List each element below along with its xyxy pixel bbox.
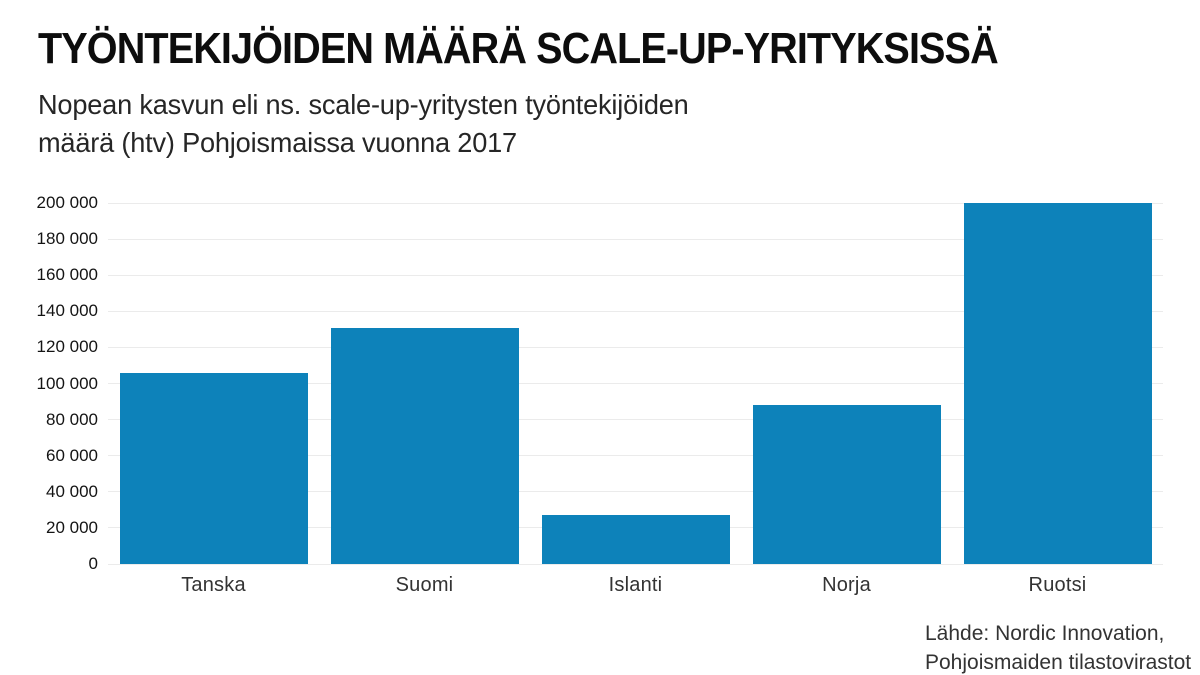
y-axis-tick-label: 200 000 bbox=[36, 193, 98, 212]
chart-subtitle-line2: määrä (htv) Pohjoismaissa vuonna 2017 bbox=[38, 127, 517, 158]
x-axis-category-label-norja: Norja bbox=[822, 574, 871, 596]
gridline-y-100000 bbox=[108, 383, 1163, 384]
gridline-y-0 bbox=[108, 563, 1163, 565]
source-note: Lähde: Nordic Innovation, Pohjoismaiden … bbox=[925, 619, 1191, 675]
y-axis-tick-label: 0 bbox=[88, 554, 98, 573]
y-axis-tick-label: 80 000 bbox=[46, 409, 98, 429]
x-axis-category-label-ruotsi: Ruotsi bbox=[1028, 574, 1087, 596]
y-axis-tick-label: 60 000 bbox=[46, 445, 98, 465]
gridline-y-140000 bbox=[108, 310, 1163, 312]
bar-ruotsi bbox=[963, 203, 1152, 564]
chart-subtitle: Nopean kasvun eli ns. scale-up-yritysten… bbox=[38, 86, 689, 162]
bar-suomi bbox=[330, 327, 519, 564]
x-axis-category-label-islanti: Islanti bbox=[608, 574, 663, 596]
y-axis-tick-label: 20 000 bbox=[46, 517, 98, 537]
gridline-y-180000 bbox=[108, 238, 1163, 240]
gridline-y-60000 bbox=[108, 455, 1163, 457]
bar-norja bbox=[752, 405, 941, 564]
y-axis-tick-label: 40 000 bbox=[46, 481, 98, 501]
chart-title: TYÖNTEKIJÖIDEN MÄÄRÄ SCALE-UP-YRITYKSISS… bbox=[38, 24, 999, 73]
x-axis-category-label-tanska: Tanska bbox=[181, 574, 246, 596]
y-axis-tick-label: 180 000 bbox=[36, 229, 98, 249]
y-axis-tick-label: 120 000 bbox=[36, 337, 98, 357]
source-note-line2: Pohjoismaiden tilastovirastot bbox=[925, 651, 1192, 674]
gridline-y-40000 bbox=[108, 491, 1163, 493]
bar-chart-plot-area: 0 20 000 40 000 60 000 80 000 100 000 120 000 1… bbox=[37, 193, 1163, 596]
y-axis-tick-label: 160 000 bbox=[36, 265, 98, 285]
y-axis-tick-label: 100 000 bbox=[36, 373, 98, 393]
bar-islanti bbox=[541, 515, 730, 564]
gridline-y-80000 bbox=[108, 419, 1163, 421]
bar-tanska bbox=[119, 372, 308, 564]
gridline-y-120000 bbox=[108, 346, 1163, 348]
chart-subtitle-line1: Nopean kasvun eli ns. scale-up-yritysten… bbox=[38, 89, 689, 120]
y-axis-tick-label: 140 000 bbox=[36, 301, 98, 321]
source-note-line1: Lähde: Nordic Innovation, bbox=[925, 622, 1165, 645]
x-axis-category-label-suomi: Suomi bbox=[395, 574, 454, 596]
gridline-y-200000 bbox=[108, 202, 1163, 204]
gridline-y-160000 bbox=[108, 274, 1163, 276]
